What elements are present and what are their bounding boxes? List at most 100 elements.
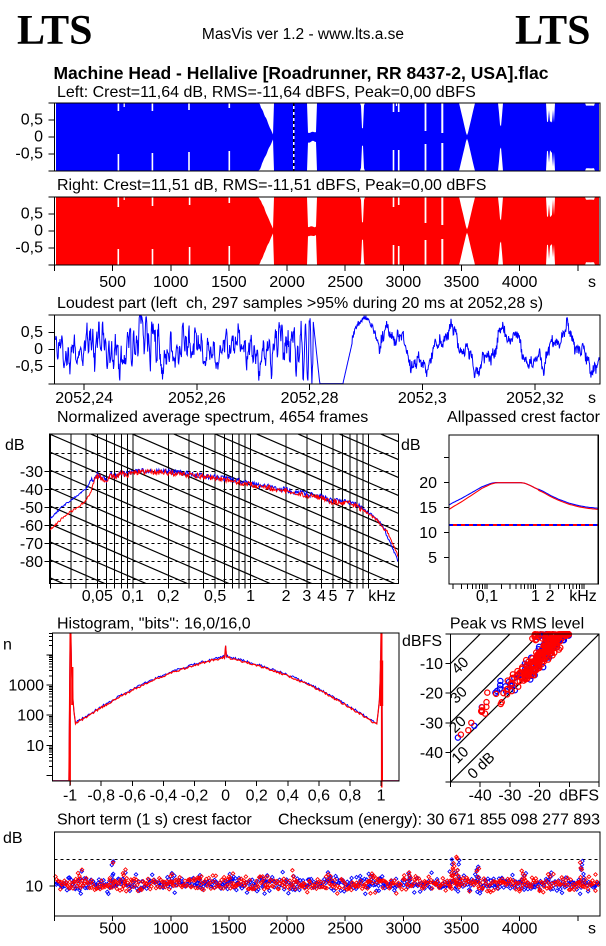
svg-text:-40: -40 [420, 745, 443, 762]
svg-text:LTS: LTS [515, 8, 591, 54]
svg-text:-30: -30 [498, 788, 521, 805]
svg-text:Normalized average spectrum, 4: Normalized average spectrum, 4654 frames [57, 409, 368, 426]
svg-text:1: 1 [531, 588, 540, 605]
svg-text:2: 2 [546, 588, 555, 605]
svg-text:Histogram, "bits": 16,0/16,0: Histogram, "bits": 16,0/16,0 [57, 616, 251, 633]
svg-text:kHz: kHz [368, 588, 396, 605]
svg-text:Right: Crest=11,51 dB, RMS=-11: Right: Crest=11,51 dB, RMS=-11,51 dBFS, … [57, 177, 486, 194]
svg-text:Loudest part (left ch, 297 sa: Loudest part (left ch, 297 samples >95% … [57, 295, 543, 312]
svg-text:-40: -40 [469, 788, 492, 805]
svg-text:-0,5: -0,5 [15, 358, 43, 375]
svg-text:Left: Crest=11,64 dB, RMS=-11,: Left: Crest=11,64 dB, RMS=-11,64 dBFS, P… [57, 84, 476, 101]
svg-text:3500: 3500 [444, 274, 480, 291]
svg-text:1500: 1500 [211, 274, 247, 291]
svg-text:2052,26: 2052,26 [168, 390, 226, 407]
svg-text:-80: -80 [20, 554, 43, 571]
svg-text:-0,4: -0,4 [150, 788, 178, 805]
svg-text:dBFS: dBFS [559, 788, 599, 805]
svg-text:3: 3 [302, 588, 311, 605]
svg-text:s: s [588, 390, 596, 407]
svg-text:0,4: 0,4 [277, 788, 299, 805]
svg-text:0,5: 0,5 [204, 588, 226, 605]
svg-text:2000: 2000 [269, 274, 305, 291]
svg-text:Allpassed crest factor: Allpassed crest factor [447, 409, 601, 426]
svg-text:4000: 4000 [502, 274, 538, 291]
svg-text:0,5: 0,5 [21, 324, 43, 341]
svg-text:20: 20 [446, 713, 470, 737]
svg-text:kHz: kHz [569, 588, 597, 605]
svg-text:0: 0 [34, 223, 43, 240]
svg-text:0,2: 0,2 [246, 788, 268, 805]
svg-text:Short term (1 s) crest factor: Short term (1 s) crest factor [57, 812, 252, 829]
svg-text:-10: -10 [420, 656, 443, 673]
svg-text:-40: -40 [20, 482, 43, 499]
svg-text:100: 100 [17, 708, 44, 725]
svg-text:5: 5 [328, 588, 337, 605]
svg-text:0,1: 0,1 [122, 588, 144, 605]
svg-text:dB: dB [3, 830, 23, 847]
svg-text:2: 2 [282, 588, 291, 605]
svg-text:0,1: 0,1 [476, 588, 498, 605]
svg-text:2052,24: 2052,24 [55, 390, 113, 407]
svg-text:Machine Head - Hellalive [Road: Machine Head - Hellalive [Roadrunner, RR… [53, 63, 548, 83]
svg-text:-70: -70 [20, 536, 43, 553]
svg-text:-50: -50 [20, 500, 43, 517]
svg-text:-0,8: -0,8 [87, 788, 115, 805]
svg-text:7: 7 [346, 588, 355, 605]
svg-text:10: 10 [419, 525, 437, 542]
svg-text:-0,5: -0,5 [15, 240, 43, 257]
svg-text:3000: 3000 [386, 921, 422, 938]
svg-text:-0,2: -0,2 [181, 788, 209, 805]
svg-text:0: 0 [221, 788, 230, 805]
svg-text:0,2: 0,2 [157, 588, 179, 605]
svg-text:0,5: 0,5 [21, 112, 43, 129]
svg-text:1000: 1000 [8, 678, 44, 695]
svg-text:40: 40 [448, 654, 472, 678]
svg-text:dB: dB [401, 437, 421, 454]
svg-text:10: 10 [26, 738, 44, 755]
svg-text:500: 500 [99, 274, 126, 291]
svg-text:-0,6: -0,6 [119, 788, 147, 805]
svg-text:MasVis ver 1.2 - www.lts.a.se: MasVis ver 1.2 - www.lts.a.se [202, 26, 404, 43]
svg-text:0: 0 [34, 341, 43, 358]
svg-text:2052,32: 2052,32 [506, 390, 564, 407]
svg-text:500: 500 [99, 921, 126, 938]
svg-text:dB: dB [5, 437, 25, 454]
svg-text:1000: 1000 [153, 274, 189, 291]
svg-text:2500: 2500 [327, 274, 363, 291]
svg-text:0,5: 0,5 [21, 206, 43, 223]
svg-text:4: 4 [317, 588, 326, 605]
svg-text:2052,28: 2052,28 [281, 390, 339, 407]
svg-text:1: 1 [246, 588, 255, 605]
svg-text:2000: 2000 [269, 921, 305, 938]
svg-text:-0,5: -0,5 [15, 146, 43, 163]
svg-text:1500: 1500 [211, 921, 247, 938]
svg-text:Peak vs RMS level: Peak vs RMS level [450, 616, 584, 633]
svg-text:10: 10 [25, 879, 43, 896]
svg-text:-30: -30 [420, 715, 443, 732]
svg-text:5: 5 [428, 550, 437, 567]
svg-text:-20: -20 [420, 686, 443, 703]
svg-text:s: s [588, 274, 596, 291]
svg-text:-60: -60 [20, 518, 43, 535]
svg-text:3500: 3500 [444, 921, 480, 938]
svg-text:0,6: 0,6 [308, 788, 330, 805]
svg-text:4000: 4000 [502, 921, 538, 938]
svg-text:0,8: 0,8 [339, 788, 361, 805]
svg-text:15: 15 [419, 500, 437, 517]
svg-text:3000: 3000 [386, 274, 422, 291]
svg-text:n: n [3, 637, 12, 654]
svg-text:0: 0 [34, 129, 43, 146]
svg-text:-20: -20 [528, 788, 551, 805]
svg-text:dBFS: dBFS [402, 633, 442, 650]
svg-text:20: 20 [419, 475, 437, 492]
svg-text:LTS: LTS [17, 8, 93, 54]
svg-text:1: 1 [377, 788, 386, 805]
svg-text:Checksum (energy): 30 671 855: Checksum (energy): 30 671 855 098 277 89… [278, 812, 600, 829]
svg-text:0,05: 0,05 [82, 588, 113, 605]
svg-text:2052,3: 2052,3 [398, 390, 447, 407]
svg-text:1000: 1000 [153, 921, 189, 938]
svg-text:2500: 2500 [327, 921, 363, 938]
svg-text:s: s [588, 921, 596, 938]
svg-text:-30: -30 [20, 464, 43, 481]
